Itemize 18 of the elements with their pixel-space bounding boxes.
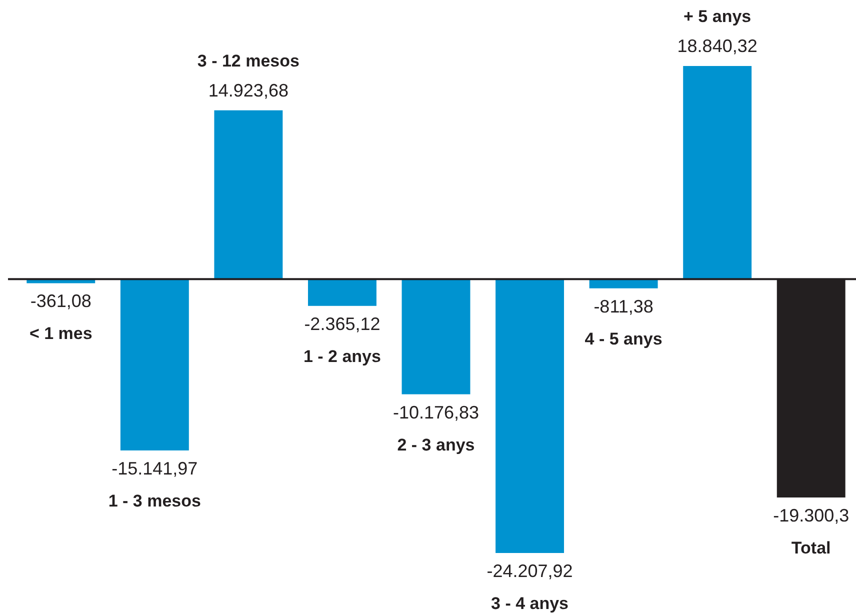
- x-tick-label: 3 - 4 anys: [491, 594, 569, 613]
- data-label: -2.365,12: [304, 314, 380, 334]
- data-label: 14.923,68: [208, 80, 288, 100]
- data-label: -811,38: [594, 296, 654, 316]
- x-tick-label: < 1 mes: [29, 324, 92, 344]
- x-tick-label: 3 - 12 mesos: [197, 51, 300, 70]
- data-label: -24.207,92: [486, 561, 573, 581]
- x-tick-label: + 5 anys: [684, 7, 752, 26]
- data-label: -15.141,97: [112, 458, 198, 478]
- x-tick-label: Total: [791, 538, 831, 558]
- data-label: -19.300,3: [773, 505, 850, 526]
- data-label: -361,08: [30, 291, 92, 312]
- x-tick-label: 4 - 5 anys: [584, 329, 662, 348]
- x-tick-label: 1 - 3 mesos: [108, 491, 201, 510]
- data-label: 18.840,32: [677, 36, 758, 56]
- data-label: -10.176,83: [392, 402, 480, 422]
- x-tick-label: 1 - 2 anys: [303, 346, 381, 366]
- x-tick-label: 2 - 3 anys: [397, 435, 475, 454]
